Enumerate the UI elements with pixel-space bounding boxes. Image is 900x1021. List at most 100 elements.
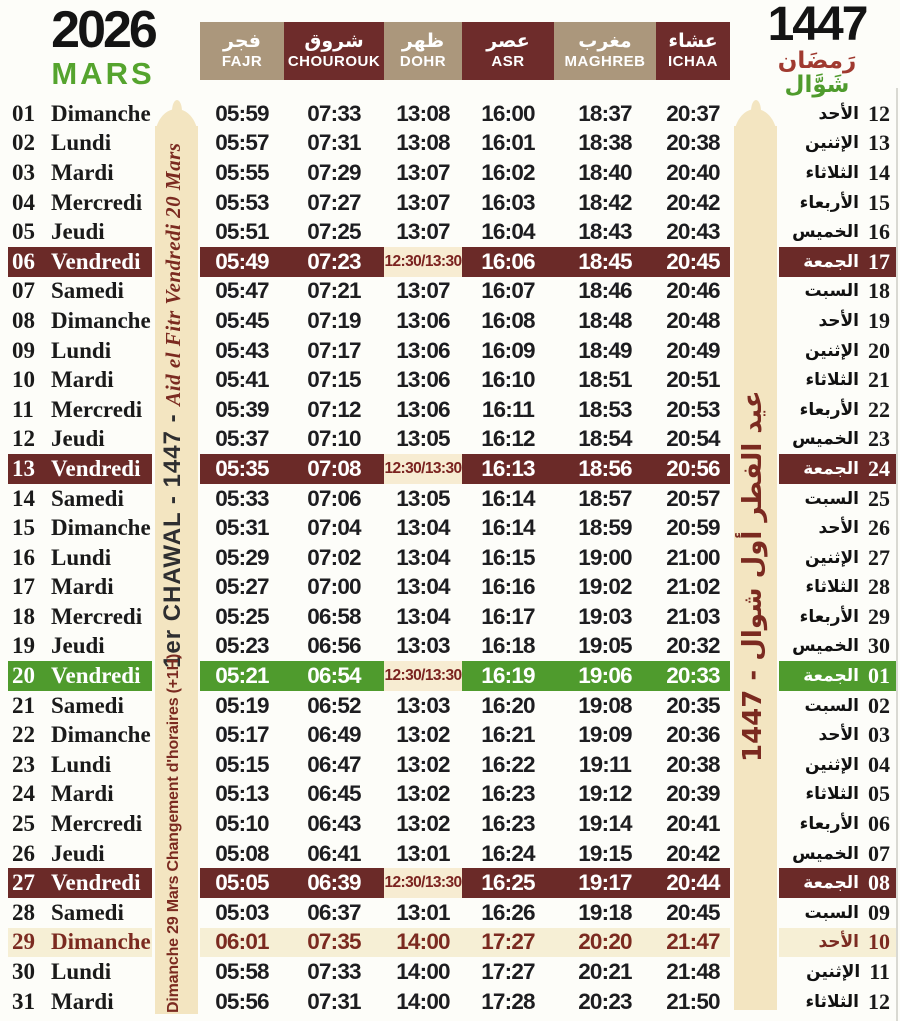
time-ichaa: 20:53 (666, 396, 720, 422)
time-fajr: 05:41 (215, 367, 269, 393)
time-chourouk: 06:56 (307, 633, 361, 659)
time-maghreb: 18:53 (578, 396, 632, 422)
time-asr: 16:23 (481, 811, 535, 837)
time-ichaa: 21:00 (666, 544, 720, 570)
time-ichaa: 20:44 (656, 868, 730, 899)
time-chourouk: 06:52 (307, 692, 361, 718)
day-name-french: Vendredi (51, 455, 141, 481)
time-chourouk: 06:49 (307, 722, 361, 748)
scan-artifact-line (896, 88, 898, 1021)
time-asr: 16:12 (481, 426, 535, 452)
day-name-arabic: السبت (804, 281, 859, 302)
time-maghreb: 18:46 (578, 278, 632, 304)
hijri-day-number: 10 (868, 929, 890, 955)
time-maghreb: 19:06 (554, 661, 656, 691)
day-name-french: Mercredi (51, 603, 143, 629)
hijri-day-number: 21 (868, 367, 890, 393)
chawal-calligraphy: شَوَّال (784, 72, 850, 99)
aid-el-fitr-arabic-note: عيد الفطر أول شوال - 1447 (738, 390, 768, 762)
day-label: 20 Vendredi (0, 661, 155, 691)
time-asr: 16:11 (481, 396, 535, 422)
table-row: 01 Dimanche 05:59 07:33 13:08 16:00 18:3… (0, 99, 900, 129)
time-asr: 16:17 (481, 603, 535, 629)
hijri-day-number: 05 (868, 781, 890, 807)
day-name-french: Mardi (51, 159, 114, 185)
time-ichaa: 20:51 (666, 367, 720, 393)
day-name-arabic: الأربعاء (799, 192, 859, 213)
table-row: 11 Mercredi 05:39 07:12 13:06 16:11 18:5… (0, 395, 900, 425)
day-number: 29 (12, 929, 35, 955)
time-dohr: 13:06 (396, 337, 450, 363)
time-maghreb: 18:38 (578, 130, 632, 156)
table-row: 13 Vendredi 05:35 07:08 12:30/13:30 16:1… (0, 454, 900, 484)
time-dohr: 13:03 (396, 633, 450, 659)
day-label: 25 Mercredi (0, 809, 155, 839)
time-chourouk: 06:47 (307, 751, 361, 777)
table-row: 23 Lundi 05:15 06:47 13:02 16:22 19:11 2… (0, 750, 900, 780)
time-dohr: 13:07 (396, 219, 450, 245)
hijri-day-number: 30 (868, 633, 890, 659)
time-chourouk: 07:19 (307, 307, 361, 333)
time-ichaa: 20:33 (656, 661, 730, 691)
time-dohr: 13:08 (396, 130, 450, 156)
time-chourouk: 06:45 (307, 781, 361, 807)
time-chourouk: 07:17 (307, 337, 361, 363)
time-chourouk: 07:23 (284, 246, 384, 277)
table-row: 07 Samedi 05:47 07:21 13:07 16:07 18:46 … (0, 277, 900, 307)
day-name-arabic: الأحد (818, 103, 859, 124)
day-label: 26 Jeudi (0, 839, 155, 869)
day-number: 08 (12, 307, 35, 333)
time-ichaa: 20:37 (666, 100, 720, 126)
time-fajr: 05:56 (215, 988, 269, 1014)
day-number: 14 (12, 485, 35, 511)
time-maghreb: 18:56 (554, 454, 656, 484)
hijri-label: الجمعة 17 (777, 246, 900, 277)
time-dohr: 13:02 (396, 751, 450, 777)
time-chourouk: 07:02 (307, 544, 361, 570)
day-number: 22 (12, 722, 35, 748)
time-ichaa: 21:48 (666, 959, 720, 985)
day-name-french: Lundi (51, 959, 112, 985)
hijri-label: الخميس 16 (777, 217, 900, 247)
time-ichaa: 20:38 (666, 130, 720, 156)
time-fajr: 05:31 (215, 515, 269, 541)
header-label-french: MAGHREB (564, 53, 646, 71)
day-number: 05 (12, 219, 35, 245)
day-label: 21 Samedi (0, 691, 155, 721)
day-label: 23 Lundi (0, 750, 155, 780)
header-label-french: ASR (491, 53, 525, 71)
time-fajr: 05:51 (215, 219, 269, 245)
hijri-label: السبت 09 (777, 898, 900, 928)
day-name-arabic: الإثنين (804, 340, 859, 361)
hijri-day-number: 12 (868, 988, 890, 1014)
hijri-label: الأحد 10 (777, 927, 900, 958)
minaret-shaft (734, 126, 777, 1010)
time-ichaa: 21:47 (656, 927, 730, 958)
time-fajr: 05:10 (215, 811, 269, 837)
time-dohr: 13:01 (396, 899, 450, 925)
day-label: 16 Lundi (0, 543, 155, 573)
time-fajr: 05:17 (215, 722, 269, 748)
day-label: 08 Dimanche (0, 306, 155, 336)
aid-el-fitr-note-text: Aid el Fitr Vendredi 20 Mars (161, 142, 185, 406)
day-number: 10 (12, 367, 35, 393)
time-maghreb: 19:14 (578, 811, 632, 837)
time-ichaa: 20:42 (666, 189, 720, 215)
time-chourouk: 07:31 (307, 988, 361, 1014)
day-number: 02 (12, 130, 35, 156)
time-chourouk: 07:21 (307, 278, 361, 304)
day-label: 15 Dimanche (0, 513, 155, 543)
time-ichaa: 20:59 (666, 515, 720, 541)
hijri-label: الثلاثاء 28 (777, 573, 900, 603)
time-asr: 16:10 (481, 367, 535, 393)
table-row: 31 Mardi 05:56 07:31 14:00 17:28 20:23 2… (0, 987, 900, 1017)
table-row: 02 Lundi 05:57 07:31 13:08 16:01 18:38 2… (0, 129, 900, 159)
day-name-french: Mardi (51, 574, 114, 600)
time-dohr: 13:02 (396, 722, 450, 748)
hijri-label: الثلاثاء 21 (777, 365, 900, 395)
time-maghreb: 19:08 (578, 692, 632, 718)
time-dohr: 12:30/13:30 (384, 454, 462, 484)
day-name-arabic: الجمعة (803, 873, 859, 894)
time-ichaa: 20:39 (666, 781, 720, 807)
day-label: 04 Mercredi (0, 188, 155, 218)
